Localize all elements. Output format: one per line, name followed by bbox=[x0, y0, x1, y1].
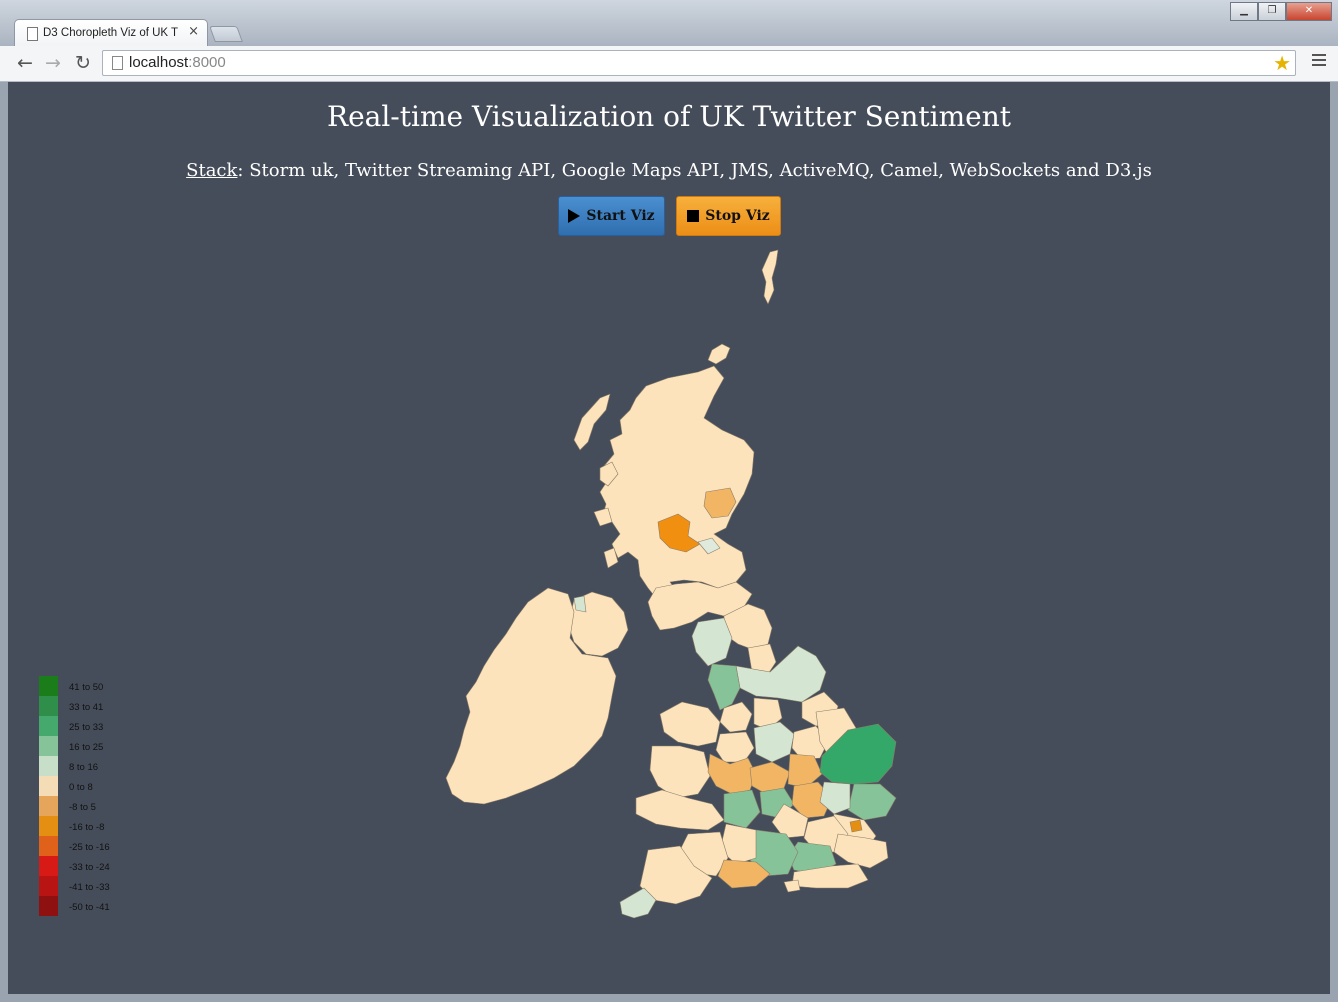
map-region-isle-of-wight bbox=[783, 879, 801, 893]
legend-label: -41 to -33 bbox=[69, 882, 110, 893]
map-region-suffolk bbox=[847, 783, 897, 821]
map-region-lancashire bbox=[707, 663, 741, 711]
map-region-orkney bbox=[707, 343, 731, 365]
legend-label: 16 to 25 bbox=[69, 742, 104, 753]
map-region-thanet bbox=[849, 819, 863, 833]
legend-label: 41 to 50 bbox=[69, 682, 104, 693]
map-region-mull bbox=[593, 507, 613, 527]
browser-toolbar: ← → ↻ localhost:8000 ★ bbox=[0, 46, 1338, 82]
legend-label: -33 to -24 bbox=[69, 862, 110, 873]
window-controls: ▁ ❐ ✕ bbox=[1230, 2, 1332, 21]
map-region-north-wales bbox=[659, 701, 721, 747]
window-frame-left bbox=[0, 82, 8, 1002]
legend-swatch bbox=[39, 876, 58, 896]
map-region-ni-north bbox=[573, 595, 587, 613]
legend-swatch bbox=[39, 816, 58, 836]
stack-description: Stack: Storm uk, Twitter Streaming API, … bbox=[8, 160, 1330, 181]
play-icon bbox=[568, 209, 581, 223]
map-region-mid-wales bbox=[649, 745, 711, 799]
legend-label: -8 to 5 bbox=[69, 802, 96, 813]
legend-label: -16 to -8 bbox=[69, 822, 105, 833]
stop-viz-button[interactable]: Stop Viz bbox=[676, 196, 781, 236]
map-region-islay bbox=[603, 547, 619, 569]
map-region-norfolk bbox=[819, 723, 897, 785]
legend-label: 25 to 33 bbox=[69, 722, 104, 733]
legend-label: 8 to 16 bbox=[69, 762, 99, 773]
maximize-button[interactable]: ❐ bbox=[1258, 2, 1286, 21]
legend-swatch bbox=[39, 896, 58, 916]
map-region-fife bbox=[697, 537, 721, 555]
map-region-kent bbox=[833, 833, 889, 869]
map-region-durham bbox=[747, 643, 777, 675]
legend-label: 0 to 8 bbox=[69, 782, 93, 793]
page-title: Real-time Visualization of UK Twitter Se… bbox=[326, 100, 1012, 133]
legend-label: 33 to 41 bbox=[69, 702, 104, 713]
close-tab-icon[interactable]: × bbox=[188, 24, 199, 39]
back-button[interactable]: ← bbox=[17, 52, 33, 74]
minimize-button[interactable]: ▁ bbox=[1230, 2, 1258, 21]
window-titlebar: D3 Choropleth Viz of UK T × ▁ ❐ ✕ bbox=[0, 0, 1338, 47]
document-icon bbox=[27, 27, 38, 41]
legend-swatch bbox=[39, 716, 58, 736]
map-region-shetland bbox=[761, 249, 779, 305]
legend-swatch bbox=[39, 776, 58, 796]
url-text[interactable]: localhost:8000 bbox=[129, 54, 226, 71]
tab-title: D3 Choropleth Viz of UK T bbox=[43, 27, 179, 39]
legend-swatch bbox=[39, 696, 58, 716]
map-region-ireland bbox=[445, 587, 617, 805]
map-region-cornwall bbox=[619, 887, 657, 919]
legend-swatch bbox=[39, 796, 58, 816]
map-region-cumbria bbox=[691, 617, 733, 667]
legend-swatch bbox=[39, 756, 58, 776]
map-region-scotland bbox=[599, 365, 755, 603]
reload-button[interactable]: ↻ bbox=[75, 52, 91, 74]
address-bar[interactable]: localhost:8000 ★ bbox=[102, 50, 1296, 76]
legend-label: -50 to -41 bbox=[69, 902, 110, 913]
map-region-gloucestershire bbox=[723, 789, 761, 829]
bookmark-star-icon[interactable]: ★ bbox=[1273, 53, 1291, 75]
legend-swatch bbox=[39, 676, 58, 696]
page-icon bbox=[112, 56, 123, 70]
uk-choropleth-map bbox=[445, 249, 897, 919]
map-region-south-wales bbox=[635, 789, 725, 831]
map-region-hebrides bbox=[573, 393, 611, 451]
map-region-dorset bbox=[717, 859, 771, 889]
stack-text: : Storm uk, Twitter Streaming API, Googl… bbox=[237, 160, 1152, 181]
map-region-oxfordshire bbox=[771, 803, 809, 839]
legend-swatch bbox=[39, 836, 58, 856]
map-region-derbyshire bbox=[753, 721, 795, 763]
stack-label: Stack bbox=[186, 160, 238, 181]
forward-button[interactable]: → bbox=[45, 52, 61, 74]
map-region-cambridgeshire bbox=[819, 781, 851, 815]
window-frame-right bbox=[1330, 82, 1338, 1002]
stop-icon bbox=[687, 210, 700, 222]
new-tab-button[interactable] bbox=[209, 26, 243, 42]
browser-tab[interactable]: D3 Choropleth Viz of UK T × bbox=[14, 19, 208, 47]
legend-swatch bbox=[39, 736, 58, 756]
close-window-button[interactable]: ✕ bbox=[1286, 2, 1332, 21]
window-frame-bottom bbox=[0, 994, 1338, 1002]
legend-swatch bbox=[39, 856, 58, 876]
menu-icon[interactable] bbox=[1312, 54, 1326, 69]
map-region-skye bbox=[599, 461, 619, 487]
legend-label: -25 to -16 bbox=[69, 842, 110, 853]
map-region-leicestershire bbox=[787, 753, 823, 789]
map-region-yorkshire bbox=[735, 645, 827, 703]
page-content: Real-time Visualization of UK Twitter Se… bbox=[8, 82, 1330, 994]
map-region-aberdeen bbox=[703, 487, 737, 519]
map-region-cheshire bbox=[715, 731, 755, 763]
start-viz-button[interactable]: Start Viz bbox=[558, 196, 665, 236]
